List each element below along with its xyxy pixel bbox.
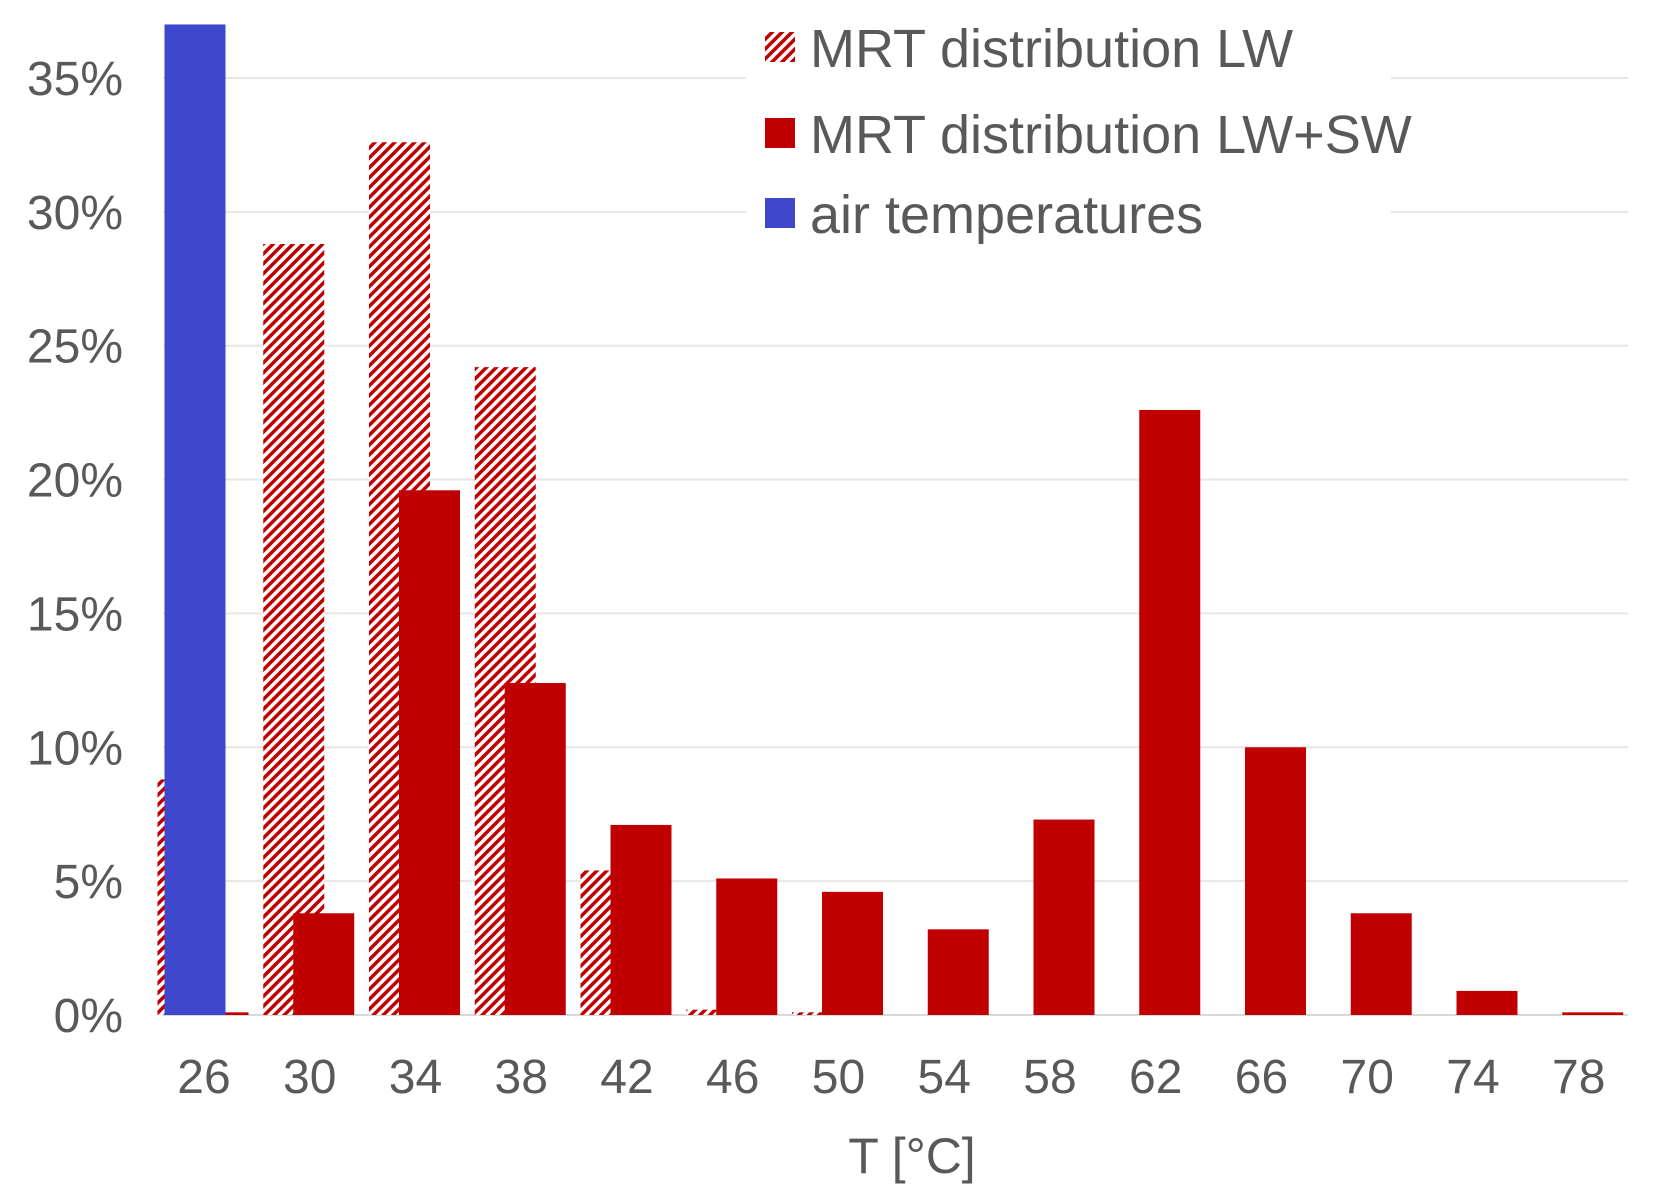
y-axis-ticks: 0% 5% 10% 15% 20% 25% 30% 35%: [27, 53, 123, 1043]
x-tick-label: 70: [1341, 1051, 1394, 1104]
x-tick-label: 30: [283, 1051, 336, 1104]
x-tick-label: 54: [918, 1051, 971, 1104]
bar: [164, 24, 226, 1015]
bar: [822, 891, 883, 1015]
bar: [610, 824, 672, 1015]
x-tick-label: 58: [1023, 1051, 1076, 1104]
bar: [1562, 1012, 1624, 1015]
y-tick-label: 20%: [27, 455, 123, 508]
x-tick-label: 42: [600, 1051, 653, 1104]
legend-background: [746, 18, 1391, 258]
x-tick-label: 66: [1235, 1051, 1288, 1104]
x-tick-label: 74: [1446, 1051, 1499, 1104]
y-tick-label: 25%: [27, 321, 123, 374]
legend-swatch: [765, 198, 795, 228]
x-tick-label: 26: [177, 1051, 230, 1104]
legend-swatch: [765, 118, 795, 148]
x-tick-label: 78: [1552, 1051, 1605, 1104]
bar: [399, 490, 460, 1015]
bar: [1350, 913, 1412, 1015]
y-tick-label: 35%: [27, 53, 123, 106]
legend: MRT distribution LW MRT distribution LW+S…: [746, 18, 1412, 258]
legend-swatch: [765, 32, 795, 62]
bar: [263, 243, 325, 1016]
y-tick-label: 15%: [27, 588, 123, 641]
bar: [1033, 819, 1095, 1015]
x-tick-label: 62: [1129, 1051, 1182, 1104]
bar: [716, 878, 778, 1015]
x-axis-ticks: 26 30 34 38 42 46 50 54 58 62 66 70 74 78: [177, 1051, 1605, 1104]
x-tick-label: 46: [706, 1051, 759, 1104]
bar: [293, 913, 355, 1015]
y-tick-label: 30%: [27, 187, 123, 240]
y-tick-label: 5%: [54, 856, 123, 909]
bars: [157, 24, 1624, 1016]
bar: [1245, 747, 1306, 1015]
y-tick-label: 0%: [54, 990, 123, 1043]
x-tick-label: 50: [812, 1051, 865, 1104]
legend-label: MRT distribution LW: [810, 19, 1293, 79]
legend-label: MRT distribution LW+SW: [810, 105, 1412, 165]
bar: [1456, 990, 1518, 1015]
x-tick-label: 38: [495, 1051, 548, 1104]
legend-label: air temperatures: [810, 185, 1203, 245]
bar: [1139, 409, 1201, 1016]
x-axis-title: T [°C]: [848, 1128, 975, 1184]
bar: [504, 683, 566, 1015]
y-tick-label: 10%: [27, 722, 123, 775]
bar: [927, 929, 989, 1015]
x-tick-label: 34: [389, 1051, 442, 1104]
